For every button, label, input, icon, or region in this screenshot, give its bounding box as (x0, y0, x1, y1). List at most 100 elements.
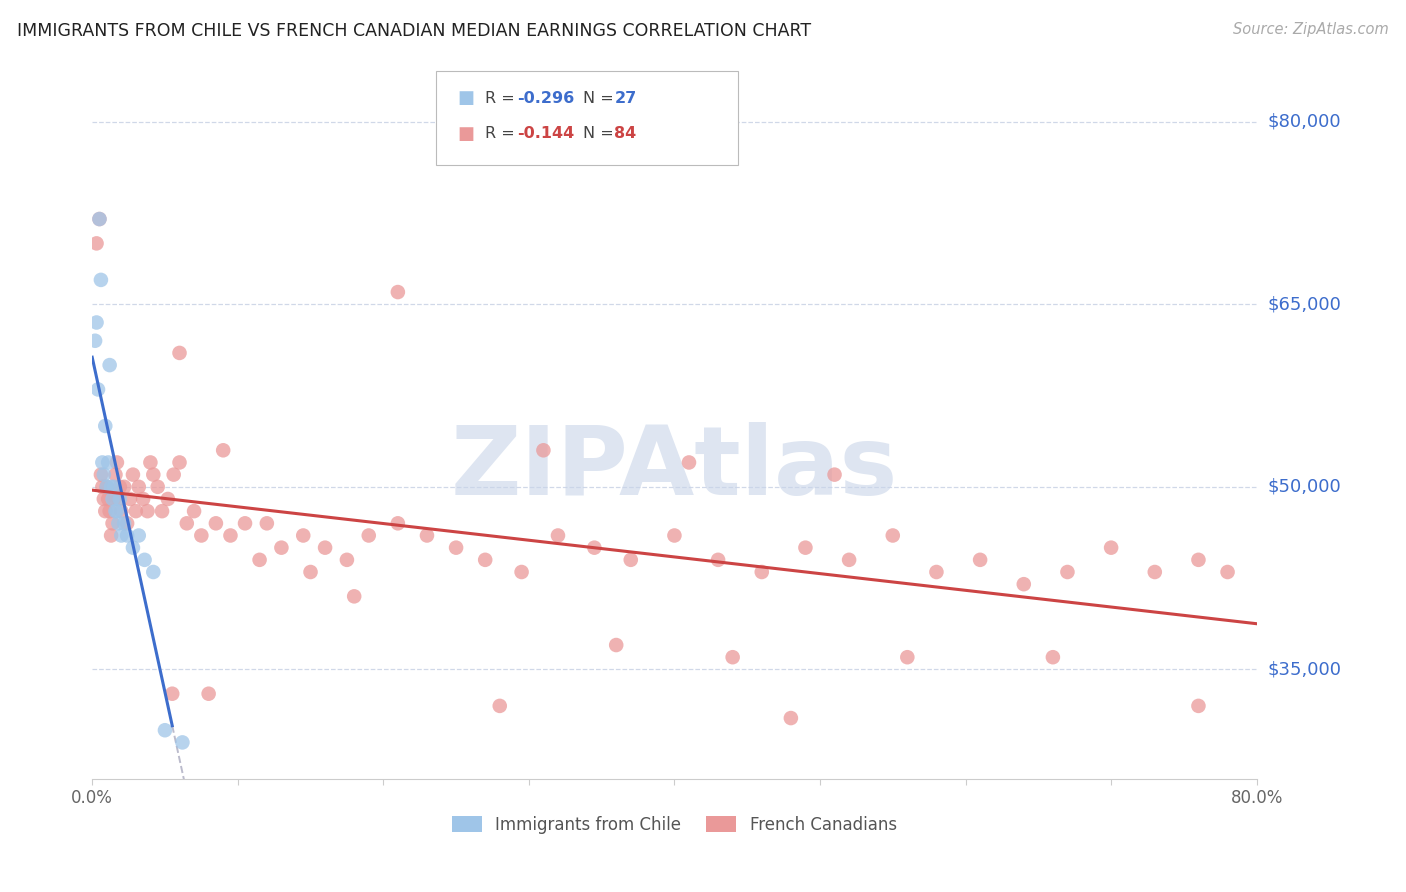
Point (110, 528, 132, 542)
Point (105, 455, 128, 469)
Point (91, 455, 114, 469)
Point (112, 480, 135, 494)
Point (142, 565, 165, 579)
Point (205, 516, 228, 531)
Text: R =: R = (485, 91, 520, 105)
Point (163, 467, 186, 482)
Point (118, 491, 141, 506)
Point (103, 480, 125, 494)
Text: $50,000: $50,000 (1268, 478, 1341, 496)
Point (125, 504, 148, 518)
Point (1056, 565, 1078, 579)
Point (98, 504, 121, 518)
Point (183, 504, 205, 518)
Legend: Immigrants from Chile, French Canadians: Immigrants from Chile, French Canadians (453, 816, 897, 834)
Point (100, 480, 122, 494)
Point (533, 443, 555, 458)
Point (110, 504, 132, 518)
Point (583, 541, 606, 555)
Point (1143, 565, 1166, 579)
Point (510, 565, 533, 579)
Point (134, 553, 156, 567)
Point (751, 565, 773, 579)
Point (707, 553, 730, 567)
Point (387, 516, 409, 531)
Text: $65,000: $65,000 (1268, 295, 1341, 313)
Text: -0.296: -0.296 (517, 91, 575, 105)
Point (94, 419, 117, 434)
Point (103, 491, 125, 506)
Point (838, 553, 860, 567)
Point (547, 528, 569, 542)
Point (233, 516, 256, 531)
Point (128, 480, 150, 494)
Point (1012, 577, 1035, 591)
Point (249, 553, 271, 567)
Point (139, 455, 162, 469)
Point (387, 285, 409, 299)
Point (176, 516, 198, 531)
Point (357, 528, 380, 542)
Point (169, 455, 191, 469)
Point (115, 516, 138, 531)
Point (96, 480, 118, 494)
Point (104, 504, 127, 518)
Point (86, 236, 108, 251)
Point (882, 528, 904, 542)
Text: $35,000: $35,000 (1268, 660, 1341, 679)
Text: -0.144: -0.144 (517, 127, 575, 141)
Point (100, 528, 122, 542)
Point (142, 467, 165, 482)
Point (620, 553, 643, 567)
Text: N =: N = (583, 127, 620, 141)
Text: ZIPAtlas: ZIPAtlas (451, 422, 898, 515)
Point (122, 467, 145, 482)
Point (197, 687, 219, 701)
Point (162, 687, 184, 701)
Point (86, 316, 108, 330)
Text: ■: ■ (457, 125, 474, 143)
Point (101, 516, 124, 531)
Point (97, 491, 120, 506)
Point (794, 541, 817, 555)
Text: Source: ZipAtlas.com: Source: ZipAtlas.com (1233, 22, 1389, 37)
Point (474, 553, 496, 567)
Point (87, 383, 110, 397)
Text: R =: R = (485, 127, 520, 141)
Point (1216, 565, 1239, 579)
Point (444, 541, 467, 555)
Point (128, 528, 150, 542)
Point (153, 723, 176, 738)
Point (969, 553, 991, 567)
Point (107, 491, 129, 506)
Point (115, 528, 138, 542)
Text: 27: 27 (614, 91, 637, 105)
Point (122, 541, 145, 555)
Point (219, 528, 242, 542)
Point (172, 735, 194, 749)
Point (132, 491, 155, 506)
Point (1099, 541, 1122, 555)
Point (146, 480, 169, 494)
Point (270, 541, 292, 555)
Point (101, 491, 124, 506)
Point (107, 516, 129, 531)
Point (299, 565, 322, 579)
Point (721, 650, 744, 665)
Point (314, 541, 336, 555)
Point (169, 346, 191, 360)
Point (925, 565, 948, 579)
Point (136, 504, 159, 518)
Text: ■: ■ (457, 89, 474, 107)
Point (336, 553, 359, 567)
Point (105, 504, 128, 518)
Point (91, 480, 114, 494)
Point (780, 711, 803, 725)
Point (90, 467, 112, 482)
Point (104, 467, 127, 482)
Text: N =: N = (583, 91, 620, 105)
Point (98, 358, 121, 372)
Point (1042, 650, 1064, 665)
Point (108, 480, 131, 494)
Point (1187, 553, 1209, 567)
